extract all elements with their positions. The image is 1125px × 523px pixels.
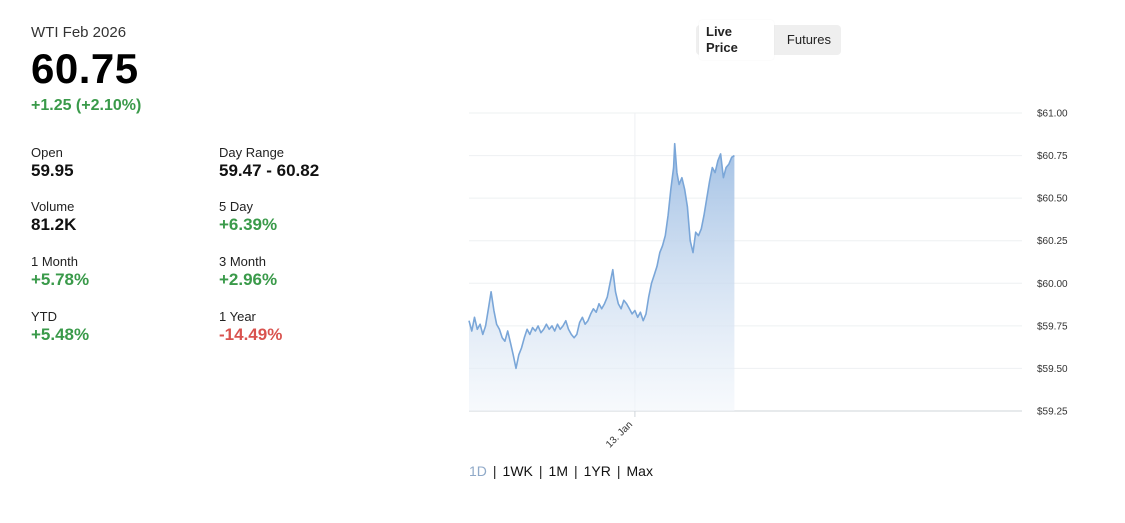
price-change: +1.25 (+2.10%) [31,97,142,114]
stat-1-month: 1 Month +5.78% [31,254,89,290]
stat-label: Volume [31,199,75,214]
range-1wk[interactable]: 1WK [502,463,533,479]
range-1d[interactable]: 1D [469,463,487,479]
stat-value: +6.39% [219,215,278,234]
range-separator: | [538,463,543,479]
stat-value: +5.78% [31,270,90,289]
toggle-live-price[interactable]: Live Price [699,20,774,60]
stat-1-year: 1 Year -14.49% [219,309,282,345]
toggle-futures[interactable]: Futures [786,32,831,47]
stat-value: 81.2K [31,215,77,234]
stat-label: Day Range [219,145,285,160]
stat-label: Open [31,145,63,160]
range-max[interactable]: Max [626,463,653,479]
stat-value: +2.96% [219,270,278,289]
y-tick-label: $60.00 [1037,279,1068,290]
y-tick-label: $60.75 [1037,151,1068,162]
x-tick-label: 13. Jan [604,419,635,450]
stat-value: -14.49% [219,325,283,344]
stat-ytd: YTD +5.48% [31,309,89,345]
range-selector: 1D | 1WK | 1M | 1YR | Max [469,463,653,479]
quote-panel: WTI Feb 2026 60.75 +1.25 (+2.10%) [31,24,411,116]
range-1m[interactable]: 1M [548,463,568,479]
stat-day-range: Day Range 59.47 - 60.82 [219,145,319,181]
stat-label: YTD [31,309,57,324]
price-area [469,143,735,411]
range-separator: | [573,463,578,479]
y-tick-label: $59.50 [1037,364,1068,375]
price-line [468,142,735,370]
stat-label: 1 Month [31,254,78,269]
y-tick-label: $59.25 [1037,407,1068,418]
y-tick-label: $60.50 [1037,194,1068,205]
last-price: 60.75 [31,45,139,92]
stat-label: 3 Month [219,254,266,269]
stat-value: 59.95 [31,161,74,180]
stat-3-month: 3 Month +2.96% [219,254,277,290]
y-tick-label: $61.00 [1037,109,1068,120]
range-separator: | [492,463,497,479]
stat-value: +5.48% [31,325,90,344]
range-1yr[interactable]: 1YR [583,463,611,479]
stat-label: 5 Day [219,199,253,214]
stat-volume: Volume 81.2K [31,199,76,235]
stat-label: 1 Year [219,309,256,324]
price-type-toggle: Live Price Futures [696,20,841,60]
stat-value: 59.47 - 60.82 [219,161,320,180]
stat-open: Open 59.95 [31,145,74,181]
instrument-name: WTI Feb 2026 [31,24,127,41]
y-tick-label: $59.75 [1037,321,1068,332]
stat-5-day: 5 Day +6.39% [219,199,277,235]
y-tick-label: $60.25 [1037,236,1068,247]
range-separator: | [616,463,621,479]
